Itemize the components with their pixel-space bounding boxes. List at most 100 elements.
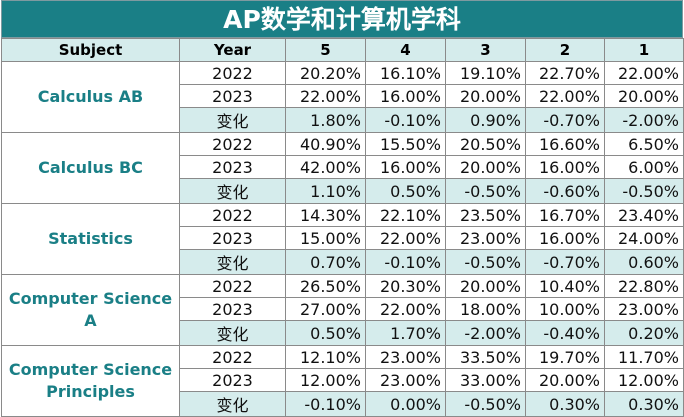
percent-cell[interactable]: 12.00% — [285, 368, 366, 392]
percent-cell[interactable]: 22.00% — [365, 226, 446, 250]
header-score-5[interactable]: 5 — [285, 38, 366, 62]
percent-cell[interactable]: 42.00% — [285, 155, 366, 179]
percent-cell[interactable]: -0.10% — [285, 391, 366, 417]
header-score-2[interactable]: 2 — [525, 38, 605, 62]
percent-cell[interactable]: 20.50% — [445, 132, 526, 156]
percent-cell[interactable]: 22.00% — [365, 297, 446, 321]
subject-cell[interactable]: Calculus BC — [1, 132, 180, 204]
percent-cell[interactable]: 16.00% — [365, 155, 446, 179]
year-cell[interactable]: 2023 — [179, 297, 286, 321]
header-score-1[interactable]: 1 — [604, 38, 684, 62]
percent-cell[interactable]: -0.10% — [365, 107, 446, 133]
percent-cell[interactable]: 16.00% — [525, 155, 605, 179]
percent-cell[interactable]: 26.50% — [285, 274, 366, 298]
subject-cell[interactable]: Computer Science A — [1, 274, 180, 346]
change-label-cell[interactable]: 变化 — [179, 178, 286, 204]
percent-cell[interactable]: 33.50% — [445, 345, 526, 369]
percent-cell[interactable]: 23.40% — [604, 203, 684, 227]
change-label-cell[interactable]: 变化 — [179, 320, 286, 346]
year-cell[interactable]: 2023 — [179, 368, 286, 392]
percent-cell[interactable]: -0.70% — [525, 107, 605, 133]
percent-cell[interactable]: 0.30% — [604, 391, 684, 417]
percent-cell[interactable]: 0.60% — [604, 249, 684, 275]
percent-cell[interactable]: 19.10% — [445, 61, 526, 85]
change-label-cell[interactable]: 变化 — [179, 249, 286, 275]
percent-cell[interactable]: 20.30% — [365, 274, 446, 298]
percent-cell[interactable]: 22.70% — [525, 61, 605, 85]
percent-cell[interactable]: 18.00% — [445, 297, 526, 321]
percent-cell[interactable]: 15.50% — [365, 132, 446, 156]
percent-cell[interactable]: 6.00% — [604, 155, 684, 179]
percent-cell[interactable]: 24.00% — [604, 226, 684, 250]
year-cell[interactable]: 2023 — [179, 226, 286, 250]
percent-cell[interactable]: 20.00% — [445, 155, 526, 179]
percent-cell[interactable]: 16.00% — [525, 226, 605, 250]
percent-cell[interactable]: 20.00% — [604, 84, 684, 108]
year-cell[interactable]: 2022 — [179, 345, 286, 369]
percent-cell[interactable]: 20.00% — [445, 84, 526, 108]
percent-cell[interactable]: 0.50% — [365, 178, 446, 204]
subject-cell[interactable]: Computer Science Principles — [1, 345, 180, 417]
year-cell[interactable]: 2023 — [179, 155, 286, 179]
percent-cell[interactable]: -0.50% — [604, 178, 684, 204]
header-score-3[interactable]: 3 — [445, 38, 526, 62]
percent-cell[interactable]: -2.00% — [604, 107, 684, 133]
percent-cell[interactable]: 27.00% — [285, 297, 366, 321]
percent-cell[interactable]: 22.10% — [365, 203, 446, 227]
header-subject[interactable]: Subject — [1, 38, 180, 62]
percent-cell[interactable]: 20.00% — [445, 274, 526, 298]
percent-cell[interactable]: 23.00% — [365, 345, 446, 369]
subject-cell[interactable]: Statistics — [1, 203, 180, 275]
percent-cell[interactable]: -2.00% — [445, 320, 526, 346]
header-score-4[interactable]: 4 — [365, 38, 446, 62]
percent-cell[interactable]: 10.40% — [525, 274, 605, 298]
percent-cell[interactable]: -0.50% — [445, 178, 526, 204]
year-cell[interactable]: 2023 — [179, 84, 286, 108]
percent-cell[interactable]: 23.50% — [445, 203, 526, 227]
percent-cell[interactable]: 6.50% — [604, 132, 684, 156]
percent-cell[interactable]: -0.10% — [365, 249, 446, 275]
percent-cell[interactable]: 19.70% — [525, 345, 605, 369]
percent-cell[interactable]: 23.00% — [365, 368, 446, 392]
percent-cell[interactable]: 23.00% — [445, 226, 526, 250]
percent-cell[interactable]: 16.10% — [365, 61, 446, 85]
percent-cell[interactable]: 22.80% — [604, 274, 684, 298]
percent-cell[interactable]: 23.00% — [604, 297, 684, 321]
percent-cell[interactable]: -0.40% — [525, 320, 605, 346]
header-year[interactable]: Year — [179, 38, 286, 62]
year-cell[interactable]: 2022 — [179, 61, 286, 85]
percent-cell[interactable]: 11.70% — [604, 345, 684, 369]
percent-cell[interactable]: 12.10% — [285, 345, 366, 369]
percent-cell[interactable]: 16.00% — [365, 84, 446, 108]
change-label-cell[interactable]: 变化 — [179, 107, 286, 133]
percent-cell[interactable]: 0.90% — [445, 107, 526, 133]
year-cell[interactable]: 2022 — [179, 132, 286, 156]
percent-cell[interactable]: 0.50% — [285, 320, 366, 346]
year-cell[interactable]: 2022 — [179, 274, 286, 298]
percent-cell[interactable]: -0.50% — [445, 391, 526, 417]
percent-cell[interactable]: 33.00% — [445, 368, 526, 392]
change-label-cell[interactable]: 变化 — [179, 391, 286, 417]
percent-cell[interactable]: 10.00% — [525, 297, 605, 321]
percent-cell[interactable]: 20.00% — [525, 368, 605, 392]
year-cell[interactable]: 2022 — [179, 203, 286, 227]
percent-cell[interactable]: 1.10% — [285, 178, 366, 204]
percent-cell[interactable]: 22.00% — [604, 61, 684, 85]
percent-cell[interactable]: 0.00% — [365, 391, 446, 417]
percent-cell[interactable]: -0.70% — [525, 249, 605, 275]
percent-cell[interactable]: 1.70% — [365, 320, 446, 346]
percent-cell[interactable]: -0.60% — [525, 178, 605, 204]
percent-cell[interactable]: 40.90% — [285, 132, 366, 156]
percent-cell[interactable]: 1.80% — [285, 107, 366, 133]
percent-cell[interactable]: 15.00% — [285, 226, 366, 250]
percent-cell[interactable]: 0.20% — [604, 320, 684, 346]
percent-cell[interactable]: 0.30% — [525, 391, 605, 417]
percent-cell[interactable]: 14.30% — [285, 203, 366, 227]
percent-cell[interactable]: 16.70% — [525, 203, 605, 227]
percent-cell[interactable]: 20.20% — [285, 61, 366, 85]
percent-cell[interactable]: 0.70% — [285, 249, 366, 275]
percent-cell[interactable]: 22.00% — [285, 84, 366, 108]
percent-cell[interactable]: -0.50% — [445, 249, 526, 275]
percent-cell[interactable]: 16.60% — [525, 132, 605, 156]
subject-cell[interactable]: Calculus AB — [1, 61, 180, 133]
